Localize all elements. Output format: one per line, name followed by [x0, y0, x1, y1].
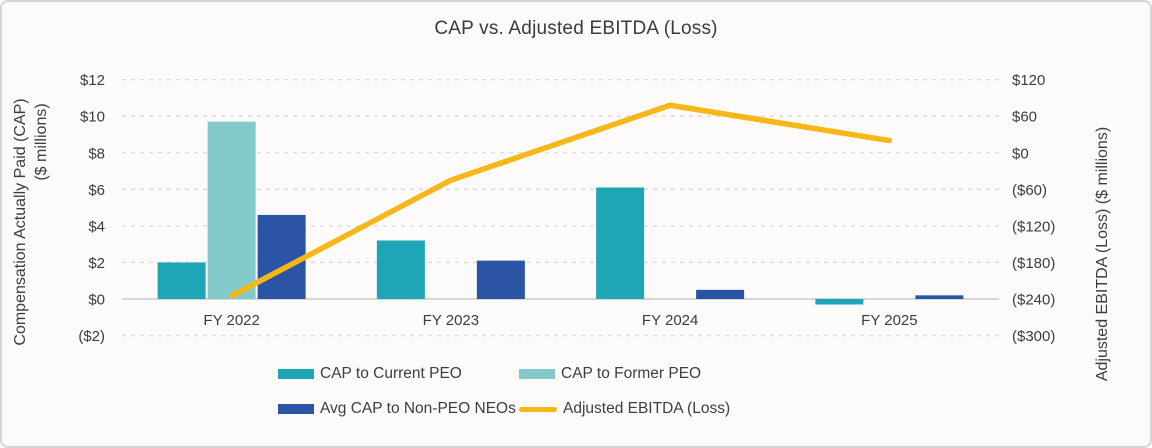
x-axis-label: FY 2025 — [861, 312, 917, 329]
legend-swatch-avg-cap-non-peo — [278, 404, 314, 414]
x-axis-label: FY 2023 — [423, 312, 479, 329]
legend-item-avg-cap-non-peo: Avg CAP to Non-PEO NEOs — [278, 400, 516, 418]
bar-cap-to-current-peo-fy2023 — [376, 240, 425, 299]
right-axis-tick: $0 — [1012, 145, 1029, 162]
legend-item-cap-current-peo: CAP to Current PEO — [278, 365, 462, 383]
bar-cap-to-current-peo-fy2024 — [596, 187, 645, 299]
left-axis-tick: $12 — [80, 72, 105, 89]
bar-avg-cap-to-non-peo-neos-fy2025 — [915, 295, 964, 299]
right-axis-tick: ($60) — [1012, 182, 1047, 199]
right-axis-tick: ($120) — [1012, 218, 1055, 235]
left-axis-title-units: ($ millions) — [33, 103, 50, 180]
left-axis-tick: $10 — [80, 109, 105, 126]
legend-label-adjusted-ebitda: Adjusted EBITDA (Loss) — [563, 400, 731, 417]
chart-title: CAP vs. Adjusted EBITDA (Loss) — [434, 18, 718, 39]
legend-item-cap-former-peo: CAP to Former PEO — [519, 365, 701, 383]
bar-avg-cap-to-non-peo-neos-fy2022 — [257, 214, 306, 299]
bar-avg-cap-to-non-peo-neos-fy2024 — [696, 289, 745, 299]
legend-label-cap-current-peo: CAP to Current PEO — [320, 365, 462, 382]
legend-swatch-cap-current-peo — [278, 369, 314, 379]
x-axis-label: FY 2024 — [642, 312, 698, 329]
legend-label-cap-former-peo: CAP to Former PEO — [561, 365, 702, 382]
right-axis-tick: ($300) — [1012, 328, 1055, 345]
right-axis-tick: ($180) — [1012, 255, 1055, 272]
left-axis-title: Compensation Actually Paid (CAP) — [12, 98, 29, 345]
left-axis-tick: $4 — [88, 218, 105, 235]
legend-swatch-adjusted-ebitda-line — [519, 406, 557, 412]
left-axis-tick: ($2) — [78, 328, 105, 345]
legend-swatch-cap-former-peo — [519, 369, 555, 379]
right-axis-title: Adjusted EBITDA (Loss) ($ millions) — [1094, 127, 1111, 381]
right-axis-tick: ($240) — [1012, 292, 1055, 309]
left-axis-tick: $8 — [88, 145, 105, 162]
bar-cap-to-current-peo-fy2025 — [815, 299, 864, 305]
left-axis-tick: $2 — [88, 255, 105, 272]
line-adjusted-ebitda — [228, 102, 893, 299]
legend-label-avg-cap-non-peo: Avg CAP to Non-PEO NEOs — [320, 400, 516, 417]
left-axis-tick: $6 — [88, 182, 105, 199]
bar-cap-to-current-peo-fy2022 — [157, 262, 206, 299]
bar-avg-cap-to-non-peo-neos-fy2023 — [476, 260, 525, 299]
right-axis-tick: $60 — [1012, 109, 1037, 126]
bar-cap-to-former-peo-fy2022 — [207, 121, 256, 300]
right-axis-tick: $120 — [1012, 72, 1045, 89]
legend-item-adjusted-ebitda: Adjusted EBITDA (Loss) — [519, 400, 730, 418]
left-axis-tick: $0 — [88, 292, 105, 309]
x-axis-label: FY 2022 — [203, 312, 259, 329]
